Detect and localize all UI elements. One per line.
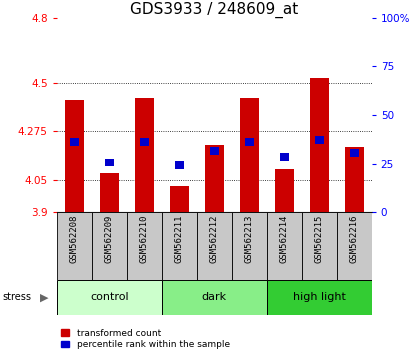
Text: GSM562209: GSM562209 (105, 215, 114, 263)
Text: dark: dark (202, 292, 227, 302)
Bar (100, 173, 119, 212)
Bar (134, 98, 154, 212)
Bar (105, 159, 113, 166)
Bar (275, 169, 294, 212)
Bar (57, 212, 92, 280)
Bar (350, 149, 359, 157)
Bar (170, 187, 189, 212)
Text: GSM562212: GSM562212 (210, 215, 219, 263)
Bar (315, 136, 323, 144)
Text: GSM562214: GSM562214 (280, 215, 289, 263)
Text: GSM562213: GSM562213 (245, 215, 254, 263)
Text: GSM562208: GSM562208 (70, 215, 79, 263)
Text: stress: stress (2, 292, 31, 302)
Bar (197, 212, 232, 280)
Bar (232, 212, 267, 280)
Text: ▶: ▶ (40, 292, 48, 302)
Bar (162, 280, 267, 315)
Bar (65, 100, 84, 212)
Bar (127, 212, 162, 280)
Bar (267, 280, 372, 315)
Text: GSM562216: GSM562216 (350, 215, 359, 263)
Bar (302, 212, 337, 280)
Bar (337, 212, 372, 280)
Bar (245, 138, 254, 146)
Text: GSM562210: GSM562210 (140, 215, 149, 263)
Text: GSM562215: GSM562215 (315, 215, 324, 263)
Legend: transformed count, percentile rank within the sample: transformed count, percentile rank withi… (61, 329, 230, 349)
Bar (310, 78, 329, 212)
Bar (205, 145, 224, 212)
Bar (267, 212, 302, 280)
Text: high light: high light (293, 292, 346, 302)
Bar (175, 161, 184, 169)
Bar (92, 212, 127, 280)
Bar (344, 148, 364, 212)
Text: control: control (90, 292, 129, 302)
Bar (162, 212, 197, 280)
Title: GDS3933 / 248609_at: GDS3933 / 248609_at (130, 1, 298, 18)
Text: GSM562211: GSM562211 (175, 215, 184, 263)
Bar (280, 153, 289, 161)
Bar (210, 147, 218, 155)
Bar (70, 138, 79, 146)
Bar (140, 138, 149, 146)
Bar (57, 280, 162, 315)
Bar (239, 98, 259, 212)
